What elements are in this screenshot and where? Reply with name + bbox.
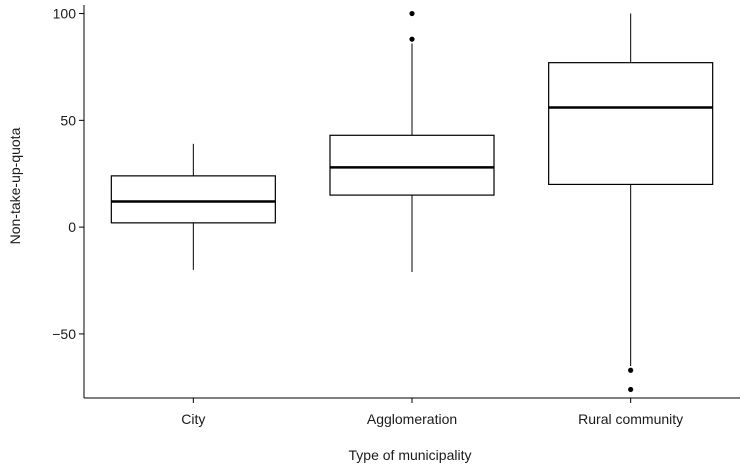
outlier-point: [409, 36, 415, 42]
x-tick-label: Agglomeration: [367, 411, 457, 427]
box-agglomeration: [329, 134, 495, 196]
y-tick-label: −50: [52, 326, 76, 342]
x-tick-label: City: [181, 411, 205, 427]
outlier-point: [628, 367, 634, 373]
y-tick-label: 100: [53, 6, 77, 22]
outlier-point: [409, 10, 415, 17]
x-tick-label: Rural community: [578, 411, 683, 427]
box-city: [110, 175, 276, 224]
box-rural-community: [548, 62, 714, 186]
y-tick-label: 50: [60, 112, 76, 128]
x-axis-title: Type of municipality: [349, 447, 472, 463]
y-axis-title: Non-take-up-quota: [7, 127, 23, 244]
y-tick-label: 0: [68, 219, 76, 235]
outlier-point: [628, 386, 634, 393]
